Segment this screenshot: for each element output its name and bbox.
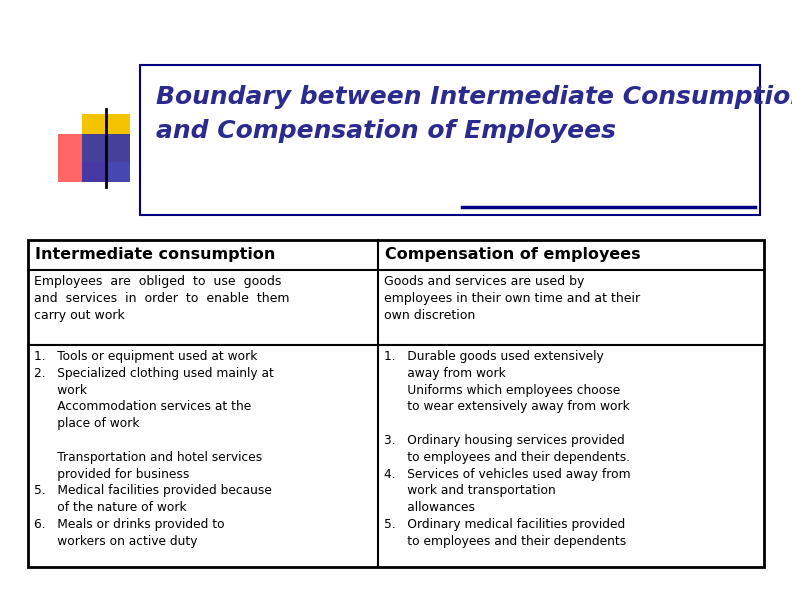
Text: Goods and services are used by
employees in their own time and at their
own disc: Goods and services are used by employees… (383, 275, 640, 322)
Text: Boundary between Intermediate Consumption: Boundary between Intermediate Consumptio… (156, 85, 792, 109)
Bar (58, 134, 106, 182)
Text: Intermediate consumption: Intermediate consumption (35, 247, 276, 263)
Bar (140, 65, 760, 215)
Text: 1.   Durable goods used extensively
      away from work
      Uniforms which em: 1. Durable goods used extensively away f… (383, 350, 630, 548)
Text: 1.   Tools or equipment used at work
2.   Specialized clothing used mainly at
  : 1. Tools or equipment used at work 2. Sp… (34, 350, 274, 548)
Bar (28, 240, 764, 567)
Bar (82, 114, 130, 162)
Text: and Compensation of Employees: and Compensation of Employees (156, 119, 616, 143)
Bar (82, 134, 130, 182)
Text: Compensation of employees: Compensation of employees (385, 247, 640, 263)
Text: Employees  are  obliged  to  use  goods
and  services  in  order  to  enable  th: Employees are obliged to use goods and s… (34, 275, 290, 322)
